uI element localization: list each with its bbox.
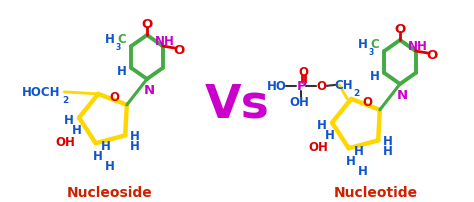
Text: NH: NH xyxy=(408,40,428,53)
Text: H: H xyxy=(346,154,356,167)
Text: HO: HO xyxy=(267,80,287,93)
Text: H: H xyxy=(358,164,368,177)
Text: O: O xyxy=(394,22,406,35)
Text: OH: OH xyxy=(289,96,309,109)
Text: O: O xyxy=(316,80,326,93)
Text: P: P xyxy=(296,80,306,93)
Text: Nucleoside: Nucleoside xyxy=(67,185,153,199)
Text: H: H xyxy=(93,149,102,162)
Text: OH: OH xyxy=(308,140,328,153)
Text: HOCH: HOCH xyxy=(22,86,60,99)
Text: O: O xyxy=(109,90,119,103)
Text: 2: 2 xyxy=(353,88,359,97)
Text: H: H xyxy=(383,144,393,157)
Text: H: H xyxy=(325,128,335,141)
Text: N: N xyxy=(396,88,408,101)
Text: O: O xyxy=(426,48,437,61)
Text: 2: 2 xyxy=(62,95,69,104)
Text: C: C xyxy=(370,37,379,50)
Text: H: H xyxy=(354,144,364,157)
Text: H: H xyxy=(101,139,110,152)
Text: N: N xyxy=(144,83,155,96)
Text: O: O xyxy=(363,95,373,108)
Text: 3: 3 xyxy=(115,43,121,52)
Text: H: H xyxy=(383,134,393,147)
Text: 3: 3 xyxy=(368,48,374,57)
Text: NH: NH xyxy=(155,35,175,48)
Text: O: O xyxy=(141,17,153,30)
Text: O: O xyxy=(298,66,308,79)
Text: H: H xyxy=(369,69,379,82)
Text: H: H xyxy=(130,139,140,152)
Text: H: H xyxy=(130,129,140,142)
Text: Vs: Vs xyxy=(205,82,269,127)
Text: Nucleotide: Nucleotide xyxy=(334,185,418,199)
Text: H: H xyxy=(64,114,74,126)
Text: H: H xyxy=(72,124,82,137)
Text: H: H xyxy=(317,119,327,132)
Text: H: H xyxy=(105,159,115,172)
Text: H: H xyxy=(104,32,114,45)
Text: H: H xyxy=(357,37,367,50)
Text: C: C xyxy=(117,32,126,45)
Text: OH: OH xyxy=(55,136,75,148)
Text: H: H xyxy=(117,64,127,77)
Text: CH: CH xyxy=(334,79,353,92)
Text: O: O xyxy=(173,43,184,56)
